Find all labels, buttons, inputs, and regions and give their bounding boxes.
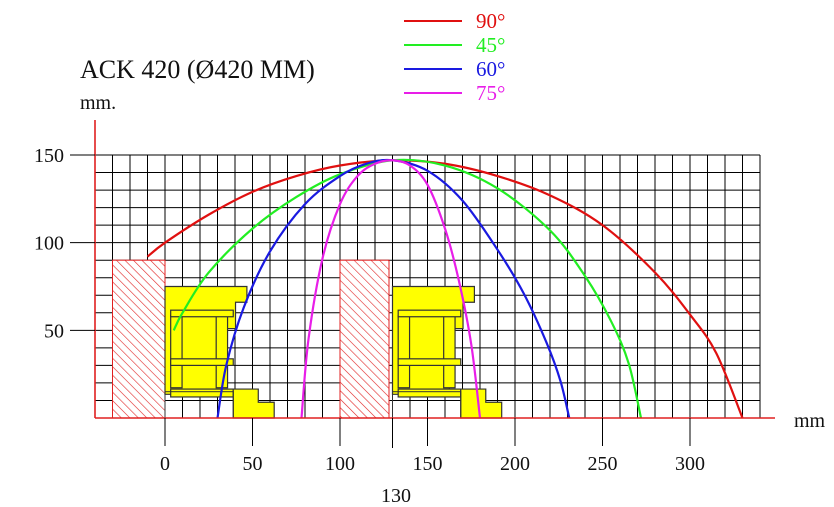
x-tick-label: 0 <box>160 453 170 475</box>
x-tick-label: 250 <box>588 453 618 475</box>
frame-profile-sill <box>232 388 275 419</box>
wall-region <box>112 259 166 419</box>
tick-labels: 0 50 100 150 200 250 300 50 100 150 <box>34 145 705 475</box>
y-axis-label: mm. <box>80 92 116 114</box>
y-tick-label: 50 <box>44 320 64 342</box>
x-tick-label: 100 <box>325 453 355 475</box>
frame-profile-jamb <box>215 314 229 389</box>
legend: 90°45°60°75° <box>404 9 505 105</box>
x-tick-label: 300 <box>675 453 705 475</box>
x-tick-label: 50 <box>243 453 263 475</box>
legend-label: 60° <box>476 57 505 81</box>
frame-profile-rail <box>397 388 462 398</box>
series-line <box>146 159 744 419</box>
legend-label: 90° <box>476 9 505 33</box>
frame-profile-sill <box>460 388 503 419</box>
frame-profile-rail <box>397 309 462 318</box>
frame-profile-rail <box>397 358 462 367</box>
x-tick-label: 150 <box>413 453 443 475</box>
y-tick-label: 150 <box>34 145 64 167</box>
frame-profile-jamb <box>443 314 456 389</box>
axes <box>94 120 775 448</box>
y-tick-label: 100 <box>34 233 64 255</box>
wall-region <box>339 259 390 419</box>
frame-profiles <box>164 285 503 419</box>
x-axis-label: mm <box>794 410 826 432</box>
x-tick-label: 200 <box>500 453 530 475</box>
extra-x-label: 130 <box>381 485 411 507</box>
frame-profile-rail <box>170 358 234 367</box>
series-curves <box>146 158 744 419</box>
series-line <box>172 158 643 419</box>
frame-profile-jamb <box>397 314 411 389</box>
frame-profile-rail <box>170 388 234 398</box>
frame-profile-rail <box>170 309 234 318</box>
wall-regions <box>112 259 390 419</box>
series-line <box>300 159 482 419</box>
legend-label: 45° <box>476 33 505 57</box>
chart-title: ACK 420 (Ø420 MM) <box>80 55 315 84</box>
legend-label: 75° <box>476 81 505 105</box>
